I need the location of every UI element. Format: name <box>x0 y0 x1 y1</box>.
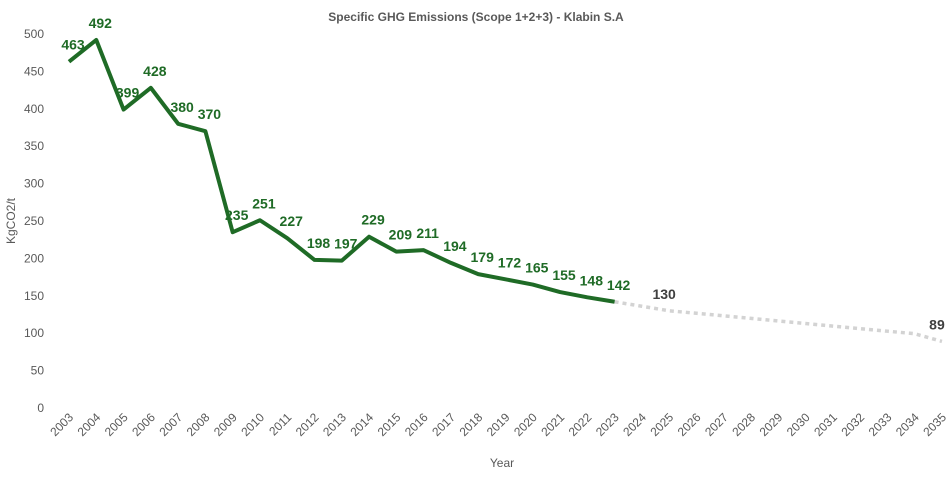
actual-data-label: 227 <box>280 213 304 229</box>
x-tick-label: 2023 <box>593 410 622 439</box>
x-tick-label: 2033 <box>866 410 895 439</box>
x-tick-label: 2005 <box>102 410 131 439</box>
y-axis-title: KgCO2/t <box>4 197 18 244</box>
y-axis-ticks: 0 50 100 150 200 250 300 350 400 450 500 <box>24 27 44 415</box>
actual-data-label: 235 <box>225 207 249 223</box>
x-tick-label: 2031 <box>811 410 840 439</box>
target-data-label: 89 <box>929 316 945 332</box>
target-data-label: 130 <box>652 286 676 302</box>
actual-data-label: 370 <box>198 106 222 122</box>
x-tick-label: 2014 <box>347 410 376 439</box>
series-layer <box>69 40 942 342</box>
x-tick-label: 2032 <box>838 410 867 439</box>
x-tick-label: 2030 <box>784 410 813 439</box>
actual-data-label: 142 <box>607 277 631 293</box>
x-tick-label: 2025 <box>647 410 676 439</box>
y-tick-label: 250 <box>24 214 44 228</box>
actual-data-label: 463 <box>61 37 85 53</box>
x-tick-label: 2029 <box>757 410 786 439</box>
x-tick-label: 2012 <box>293 410 322 439</box>
x-tick-label: 2022 <box>566 410 595 439</box>
y-tick-label: 450 <box>24 64 44 78</box>
actual-data-label: 165 <box>525 260 549 276</box>
y-tick-label: 500 <box>24 27 44 41</box>
x-tick-label: 2004 <box>75 410 104 439</box>
actual-data-label: 148 <box>580 272 604 288</box>
x-tick-label: 2028 <box>729 410 758 439</box>
actual-data-label: 380 <box>170 99 194 115</box>
x-tick-label: 2015 <box>375 410 404 439</box>
x-tick-label: 2016 <box>402 410 431 439</box>
y-tick-label: 350 <box>24 139 44 153</box>
x-tick-label: 2019 <box>484 410 513 439</box>
x-tick-label: 2008 <box>184 410 213 439</box>
x-tick-label: 2035 <box>920 410 949 439</box>
x-tick-label: 2011 <box>266 410 294 438</box>
x-tick-label: 2017 <box>429 410 458 439</box>
actual-data-label: 172 <box>498 254 522 270</box>
y-tick-label: 50 <box>31 364 45 378</box>
x-tick-label: 2021 <box>538 410 567 439</box>
x-tick-label: 2010 <box>238 410 267 439</box>
y-tick-label: 200 <box>24 251 44 265</box>
actual-data-label: 194 <box>443 238 467 254</box>
actual-data-label: 229 <box>361 212 385 228</box>
x-tick-label: 2003 <box>47 410 76 439</box>
actual-data-label: 492 <box>89 15 113 31</box>
y-tick-label: 0 <box>37 401 44 415</box>
y-tick-label: 150 <box>24 289 44 303</box>
target-trajectory-line <box>615 302 942 342</box>
x-tick-label: 2026 <box>675 410 704 439</box>
x-tick-label: 2007 <box>156 410 185 439</box>
chart-title: Specific GHG Emissions (Scope 1+2+3) - K… <box>328 10 624 24</box>
y-tick-label: 100 <box>24 326 44 340</box>
x-tick-label: 2034 <box>893 410 922 439</box>
x-tick-label: 2018 <box>457 410 486 439</box>
x-tick-label: 2006 <box>129 410 158 439</box>
actual-data-label: 197 <box>334 236 358 252</box>
actual-data-label: 209 <box>389 227 413 243</box>
y-tick-label: 400 <box>24 102 44 116</box>
x-tick-label: 2013 <box>320 410 349 439</box>
actual-data-label: 428 <box>143 63 167 79</box>
x-tick-label: 2009 <box>211 410 240 439</box>
actual-data-label: 399 <box>116 85 140 101</box>
actual-data-label: 155 <box>552 267 576 283</box>
x-tick-label: 2024 <box>620 410 649 439</box>
actual-data-label: 251 <box>252 195 276 211</box>
x-tick-label: 2027 <box>702 410 731 439</box>
actual-data-label: 211 <box>416 225 439 241</box>
y-tick-label: 300 <box>24 177 44 191</box>
x-axis-title: Year <box>490 456 514 470</box>
x-tick-label: 2020 <box>511 410 540 439</box>
actual-data-label: 198 <box>307 235 331 251</box>
actual-data-label: 179 <box>471 249 495 265</box>
